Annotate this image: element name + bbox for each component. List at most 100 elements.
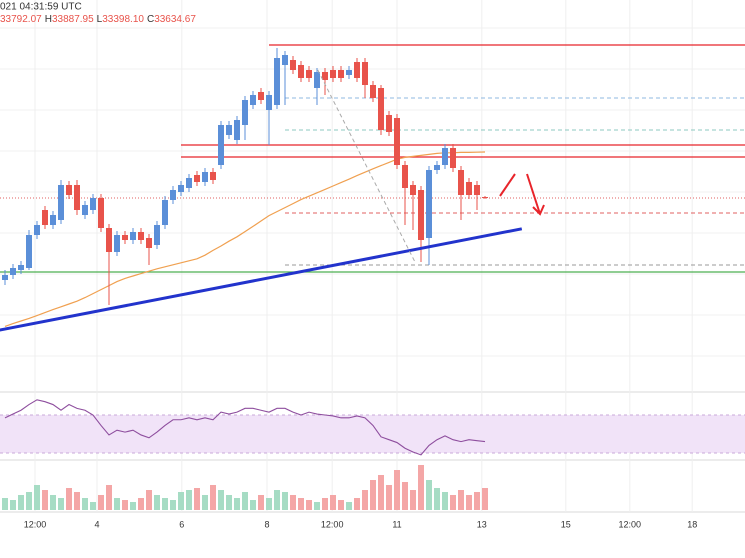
candle-body [442, 148, 448, 165]
candle-body [314, 72, 320, 88]
candle-body [186, 178, 192, 188]
volume-bar [274, 490, 280, 510]
volume-bar [418, 465, 424, 510]
volume-bar [114, 498, 120, 510]
candle-body [482, 197, 488, 198]
open-value: 33792.07 [0, 14, 42, 25]
candle-body [258, 92, 264, 100]
candle-body [410, 185, 416, 195]
volume-bar [250, 500, 256, 510]
candle-body [122, 235, 128, 240]
volume-bar [330, 495, 336, 510]
candle-body [306, 70, 312, 78]
candle-body [418, 190, 424, 240]
candle-body [298, 65, 304, 78]
volume-bar [66, 488, 72, 510]
volume-bar [282, 492, 288, 510]
volume-bar [434, 488, 440, 510]
volume-bar [394, 470, 400, 510]
volume-bar [386, 485, 392, 510]
candle-body [466, 182, 472, 195]
volume-bar [130, 502, 136, 510]
volume-bar [402, 482, 408, 510]
candle-body [194, 175, 200, 182]
volume-bar [306, 500, 312, 510]
x-tick-label: 12:00 [24, 519, 47, 529]
volume-bar [474, 492, 480, 510]
volume-bar [370, 480, 376, 510]
candle-body [266, 95, 272, 110]
candle-body [322, 72, 328, 80]
volume-bar [226, 495, 232, 510]
candle-body [82, 205, 88, 215]
candle-body [450, 148, 456, 168]
rsi-line [4, 399, 486, 456]
candle-body [162, 200, 168, 225]
candle-body [18, 265, 24, 270]
candle-body [290, 60, 296, 70]
price-pane [0, 44, 745, 332]
candle-body [282, 55, 288, 65]
x-tick-label: 15 [561, 519, 571, 529]
x-tick-label: 4 [94, 519, 99, 529]
volume-bar [426, 480, 432, 510]
volume-bar [162, 498, 168, 510]
candle-body [202, 172, 208, 182]
candle-body [178, 185, 184, 192]
candle-body [154, 225, 160, 245]
volume-bar [194, 488, 200, 510]
volume-bar [258, 495, 264, 510]
volume-bar [450, 495, 456, 510]
candle-body [370, 85, 376, 98]
candle-body [434, 165, 440, 170]
candle-body [66, 185, 72, 195]
low-value: 33398.10 [102, 14, 144, 25]
candle-body [50, 215, 56, 225]
candle-body [274, 58, 280, 105]
candle-body [34, 225, 40, 235]
candle-body [426, 170, 432, 238]
volume-bar [322, 498, 328, 510]
volume-bar [154, 495, 160, 510]
rsi-band [0, 415, 745, 453]
volume-bar [186, 490, 192, 510]
candle-body [146, 238, 152, 248]
volume-bar [170, 500, 176, 510]
volume-bar [466, 495, 472, 510]
x-tick-label: 13 [477, 519, 487, 529]
candle-body [474, 185, 480, 195]
candle-body [386, 115, 392, 132]
candle-body [226, 125, 232, 135]
candle-body [210, 172, 216, 180]
volume-bar [90, 502, 96, 510]
moving-average [4, 151, 486, 327]
candle-body [130, 232, 136, 240]
volume-bar [242, 492, 248, 510]
annotation-stroke [499, 173, 516, 197]
candle-body [250, 95, 256, 105]
trendline [0, 227, 523, 332]
header-time: 021 04:31:59 UTC [0, 2, 82, 13]
volume-bar [338, 500, 344, 510]
volume-bar [290, 495, 296, 510]
volume-bar [74, 492, 80, 510]
candle-body [58, 185, 64, 220]
volume-bar [378, 475, 384, 510]
volume-bar [482, 488, 488, 510]
volume-bar [98, 495, 104, 510]
high-value: 33887.95 [52, 14, 94, 25]
candle-body [330, 70, 336, 78]
volume-bar [26, 492, 32, 510]
volume-bar [314, 502, 320, 510]
candle-body [394, 118, 400, 165]
header-ohlc: 33792.07 H33887.95 L33398.10 C33634.67 [0, 14, 196, 25]
volume-bar [298, 498, 304, 510]
volume-bar [210, 485, 216, 510]
volume-bar [50, 495, 56, 510]
volume-bar [218, 490, 224, 510]
candle-body [26, 235, 32, 268]
x-tick-label: 11 [392, 519, 401, 529]
low-label: L [97, 14, 103, 25]
volume-bar [146, 490, 152, 510]
